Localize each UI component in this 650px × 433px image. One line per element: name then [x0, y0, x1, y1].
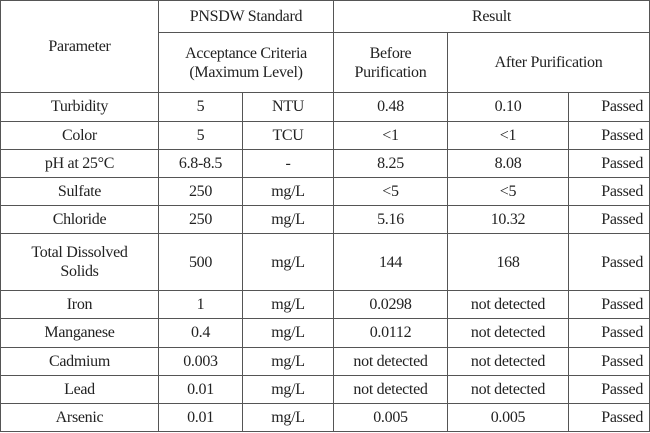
table-cell: Passed — [567, 120, 650, 150]
table-cell: Passed — [567, 402, 650, 433]
table-cell: Passed — [567, 176, 650, 206]
table-cell: 0.01 — [158, 402, 243, 433]
table-cell: not detected — [447, 374, 569, 404]
table-cell: 5 — [158, 92, 243, 122]
table-cell: 0.0298 — [333, 290, 448, 320]
table-cell: 250 — [158, 176, 243, 206]
table-cell: 0.005 — [333, 402, 448, 433]
table-cell: mg/L — [242, 346, 334, 376]
table-cell: mg/L — [242, 204, 334, 235]
table-cell: Passed — [567, 92, 650, 122]
table-cell: Total Dissolved Solids — [0, 233, 159, 292]
table-cell: Passed — [567, 346, 650, 376]
table-cell: Arsenic — [0, 402, 159, 433]
table-cell: not detected — [447, 318, 569, 348]
table-cell: Manganese — [0, 318, 159, 348]
table-cell: 6.8-8.5 — [158, 148, 243, 178]
table-row: Arsenic 0.01 mg/L 0.005 0.005 Passed — [0, 402, 650, 433]
table-row: Parameter PNSDW Standard Result — [0, 0, 650, 94]
table-cell: Sulfate — [0, 176, 159, 206]
table-cell: not detected — [447, 290, 569, 320]
table-cell: Passed — [567, 290, 650, 320]
table-cell: not detected — [333, 374, 448, 404]
table-cell: 250 — [158, 204, 243, 235]
table-cell: 0.48 — [333, 92, 448, 122]
table-row: Iron 1 mg/L 0.0298 not detected Passed — [0, 290, 650, 320]
table-cell: 1 — [158, 290, 243, 320]
table-cell: 0.4 — [158, 318, 243, 348]
table-cell: 0.10 — [447, 92, 569, 122]
table-cell: mg/L — [242, 374, 334, 404]
header-cell: Acceptance Criteria (Maximum Level) — [158, 32, 334, 94]
table-cell: Turbidity — [0, 92, 159, 122]
table-row: Sulfate 250 mg/L <5 <5 Passed — [0, 176, 650, 206]
header-cell: Parameter — [0, 0, 159, 94]
table-cell: 144 — [333, 233, 448, 292]
table-cell: NTU — [242, 92, 334, 122]
table-cell: 8.25 — [333, 148, 448, 178]
table-cell: mg/L — [242, 402, 334, 433]
table-cell: <5 — [447, 176, 569, 206]
table-row: Acceptance Criteria (Maximum Level) Befor… — [1, 32, 650, 94]
table-cell: Iron — [0, 290, 159, 320]
table-cell: 0.003 — [158, 346, 243, 376]
table-row: Turbidity 5 NTU 0.48 0.10 Passed — [0, 92, 650, 122]
table-cell: 5.16 — [333, 204, 448, 235]
table-cell: Passed — [567, 318, 650, 348]
table-cell: 10.32 — [447, 204, 569, 235]
table-cell: mg/L — [242, 318, 334, 348]
table-cell: - — [242, 148, 334, 178]
table-cell: <1 — [333, 120, 448, 150]
header-cell: Result — [332, 0, 650, 34]
table-cell: 168 — [447, 233, 569, 292]
table-row: Color 5 TCU <1 <1 Passed — [0, 120, 650, 150]
table-cell: TCU — [242, 120, 334, 150]
table-row: Chloride 250 mg/L 5.16 10.32 Passed — [0, 204, 650, 235]
table-cell: <1 — [447, 120, 569, 150]
table-cell: mg/L — [242, 290, 334, 320]
header-cell: Before Purification — [333, 32, 448, 94]
table-cell: Passed — [567, 204, 650, 235]
table-cell: Passed — [567, 374, 650, 404]
table-cell: Lead — [0, 374, 159, 404]
table-cell: mg/L — [242, 233, 334, 292]
table-cell: pH at 25°C — [0, 148, 159, 178]
table-cell: mg/L — [242, 176, 334, 206]
table-row: pH at 25°C 6.8-8.5-8.25 8.08 Passed — [0, 148, 650, 178]
table-cell: 0.0112 — [333, 318, 448, 348]
table-cell: Passed — [567, 233, 650, 292]
table-cell: 500 — [158, 233, 243, 292]
table-cell: Passed — [567, 148, 650, 178]
table-cell: 5 — [158, 120, 243, 150]
table-cell: not detected — [447, 346, 569, 376]
table-cell: 8.08 — [447, 148, 569, 178]
table-cell: Color — [0, 120, 159, 150]
table-row: Cadmium 0.003 mg/L not detected not detected… — [0, 346, 650, 376]
table-cell: Cadmium — [0, 346, 159, 376]
header-cell: After Purification — [446, 32, 650, 94]
table-row: Total Dissolved Solids 500 mg/L 144 168 Passe… — [0, 233, 650, 292]
table-cell: not detected — [333, 346, 448, 376]
table-cell: 0.01 — [158, 374, 243, 404]
table-cell: <5 — [333, 176, 448, 206]
table-cell: 0.005 — [447, 402, 569, 433]
table-cell: Chloride — [0, 204, 159, 235]
header-cell: PNSDW Standard — [158, 0, 334, 34]
table-row: Manganese 0.4 mg/L 0.0112 not detected Passed — [0, 318, 650, 348]
table-row: Lead 0.01 mg/L not detected not detected Pass… — [0, 374, 650, 404]
